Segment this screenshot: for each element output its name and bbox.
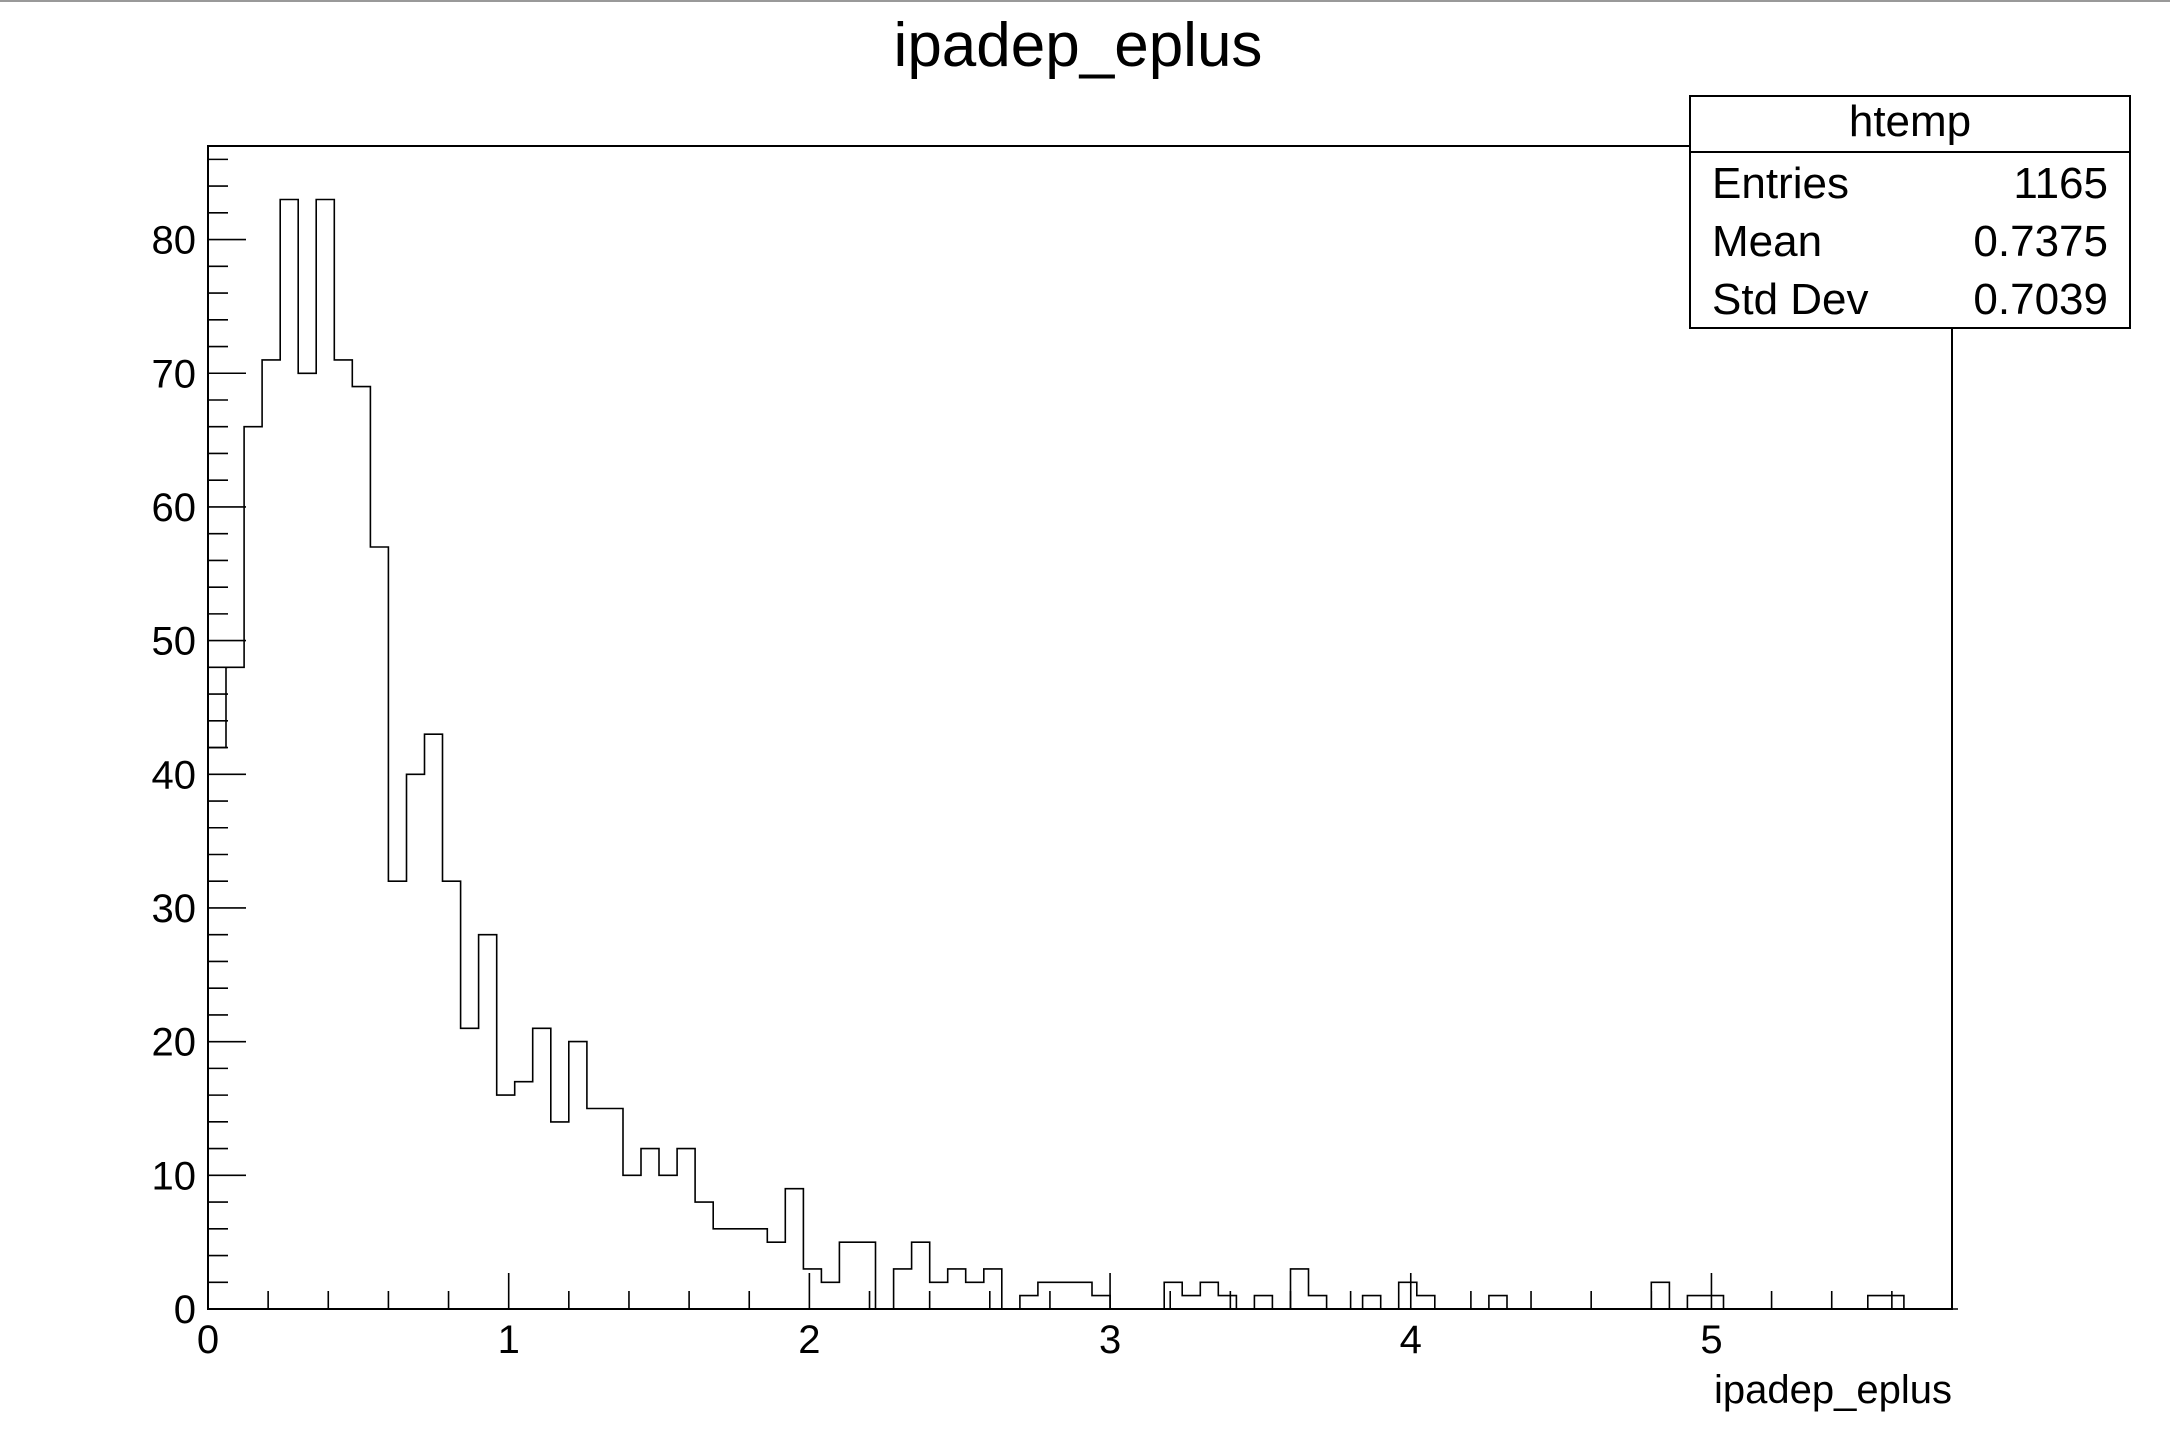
axis-ticks [207,158,1953,1310]
stats-box-frame [1689,95,2131,329]
stats-mean-value: 0.7375 [1973,217,2108,266]
y-tick-label: 50 [152,620,197,664]
x-tick-label: 4 [1400,1318,1422,1362]
y-tick-label: 60 [152,486,197,530]
x-axis-label: ipadep_eplus [1714,1368,1952,1412]
x-tick-label: 2 [798,1318,820,1362]
y-tick-label: 40 [152,753,197,797]
plot-frame [207,145,1953,1310]
x-tick-label: 0 [197,1318,219,1362]
stats-box: htemp Entries 1165 Mean 0.7375 Std Dev 0… [1689,95,2131,329]
y-tick-label: 30 [152,887,197,931]
stats-stddev-label: Std Dev [1712,275,1869,324]
y-tick-label: 10 [152,1154,197,1198]
y-tick-label: 80 [152,219,197,263]
stats-stddev-value: 0.7039 [1973,275,2108,324]
stats-mean-label: Mean [1712,217,1822,266]
histogram-outline [207,198,1958,1310]
stats-entries-label: Entries [1712,159,1849,208]
x-tick-label: 5 [1700,1318,1722,1362]
stats-entries-value: 1165 [2013,159,2108,208]
y-tick-label: 0 [174,1288,196,1332]
x-tick-label: 3 [1099,1318,1121,1362]
y-tick-label: 70 [152,352,197,396]
chart-title: ipadep_eplus [894,11,1263,80]
x-tick-label: 1 [498,1318,520,1362]
stats-box-title: htemp [1849,97,1971,146]
y-tick-label: 20 [152,1021,197,1065]
